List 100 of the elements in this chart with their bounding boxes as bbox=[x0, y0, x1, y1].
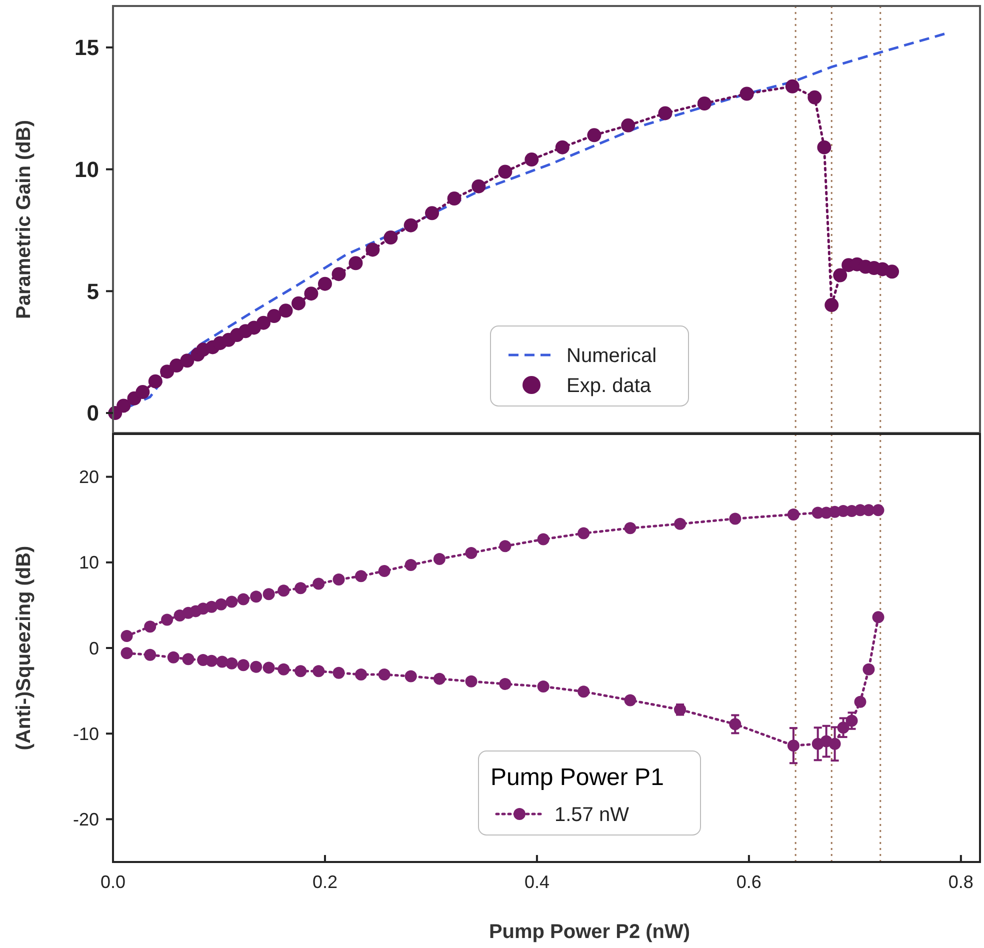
point bbox=[824, 298, 839, 312]
point bbox=[833, 268, 848, 282]
point bbox=[472, 179, 486, 194]
point bbox=[465, 675, 478, 688]
point bbox=[624, 694, 636, 706]
point bbox=[846, 714, 858, 727]
y-tick-label: 0 bbox=[86, 400, 99, 426]
point bbox=[262, 588, 275, 600]
point bbox=[433, 552, 446, 565]
point bbox=[808, 90, 822, 104]
point bbox=[250, 590, 262, 603]
point bbox=[433, 672, 446, 685]
y-tick-label: 20 bbox=[78, 467, 99, 488]
point bbox=[885, 264, 900, 279]
point bbox=[872, 611, 884, 624]
point bbox=[537, 680, 550, 693]
x-tick-label: 0.2 bbox=[312, 872, 338, 892]
point bbox=[332, 267, 346, 282]
point bbox=[256, 316, 271, 330]
legend-label: Exp. data bbox=[566, 375, 652, 397]
legend-label: Numerical bbox=[566, 345, 657, 367]
x-axis-title: Pump Power P2 (nW) bbox=[488, 921, 690, 943]
point bbox=[404, 558, 417, 571]
point bbox=[555, 140, 570, 154]
point bbox=[697, 96, 712, 110]
point bbox=[817, 140, 832, 154]
point bbox=[161, 614, 174, 626]
point bbox=[498, 164, 512, 179]
point bbox=[144, 620, 156, 633]
x-tick-label: 0.4 bbox=[524, 872, 550, 892]
point bbox=[294, 582, 307, 594]
point bbox=[578, 527, 590, 540]
point bbox=[237, 593, 250, 606]
y-axis-title: (Anti-)Squeezing (dB) bbox=[13, 546, 35, 750]
point bbox=[740, 86, 754, 101]
point bbox=[828, 738, 841, 750]
point bbox=[206, 654, 218, 667]
point bbox=[384, 230, 398, 245]
y-tick-label: -10 bbox=[72, 724, 99, 744]
point bbox=[144, 648, 156, 661]
y-tick-label: 0 bbox=[88, 638, 99, 658]
point bbox=[355, 668, 368, 681]
y-tick-label: 10 bbox=[78, 552, 99, 573]
point bbox=[267, 309, 282, 324]
point bbox=[180, 354, 194, 368]
legend-label: 1.57 nW bbox=[554, 804, 630, 826]
point bbox=[366, 242, 380, 257]
point bbox=[837, 722, 850, 734]
point bbox=[182, 653, 194, 666]
point bbox=[404, 218, 418, 232]
point bbox=[170, 358, 184, 372]
point bbox=[862, 663, 875, 676]
point bbox=[294, 665, 307, 678]
point bbox=[312, 578, 325, 590]
point bbox=[578, 686, 590, 698]
point bbox=[332, 666, 345, 679]
point bbox=[425, 206, 440, 220]
point bbox=[447, 192, 462, 206]
x-tick-label: 0.8 bbox=[948, 872, 974, 892]
y-tick-label: 15 bbox=[74, 35, 99, 60]
point bbox=[278, 304, 293, 318]
point bbox=[348, 256, 363, 270]
x-tick-label: 0.0 bbox=[100, 872, 126, 892]
point bbox=[729, 512, 742, 525]
legend-title: Pump Power P1 bbox=[490, 764, 664, 791]
point bbox=[250, 660, 262, 673]
point bbox=[160, 364, 174, 379]
point bbox=[226, 596, 238, 608]
point bbox=[148, 374, 162, 388]
point bbox=[355, 570, 368, 582]
y-tick-label: 10 bbox=[74, 156, 99, 182]
point bbox=[787, 740, 800, 752]
point bbox=[404, 670, 417, 682]
point bbox=[587, 128, 602, 142]
point bbox=[291, 296, 306, 310]
point bbox=[658, 106, 672, 120]
point bbox=[304, 286, 318, 301]
point bbox=[674, 518, 686, 530]
point bbox=[537, 533, 550, 546]
point bbox=[216, 656, 228, 668]
point bbox=[237, 659, 250, 672]
point bbox=[120, 630, 133, 642]
point bbox=[167, 651, 180, 664]
point bbox=[206, 600, 218, 613]
point bbox=[318, 276, 332, 291]
y-tick-label: -20 bbox=[72, 810, 99, 830]
point bbox=[465, 546, 478, 559]
point bbox=[624, 522, 636, 534]
point bbox=[854, 696, 866, 708]
point bbox=[524, 152, 539, 167]
point bbox=[785, 79, 800, 94]
point bbox=[621, 118, 636, 132]
point bbox=[215, 598, 228, 610]
point bbox=[226, 657, 238, 670]
point bbox=[729, 718, 742, 730]
point bbox=[278, 663, 290, 676]
y-axis-title: Parametric Gain (dB) bbox=[13, 120, 35, 319]
y-tick-label: 5 bbox=[86, 278, 99, 304]
point bbox=[378, 564, 390, 577]
point bbox=[872, 504, 884, 516]
